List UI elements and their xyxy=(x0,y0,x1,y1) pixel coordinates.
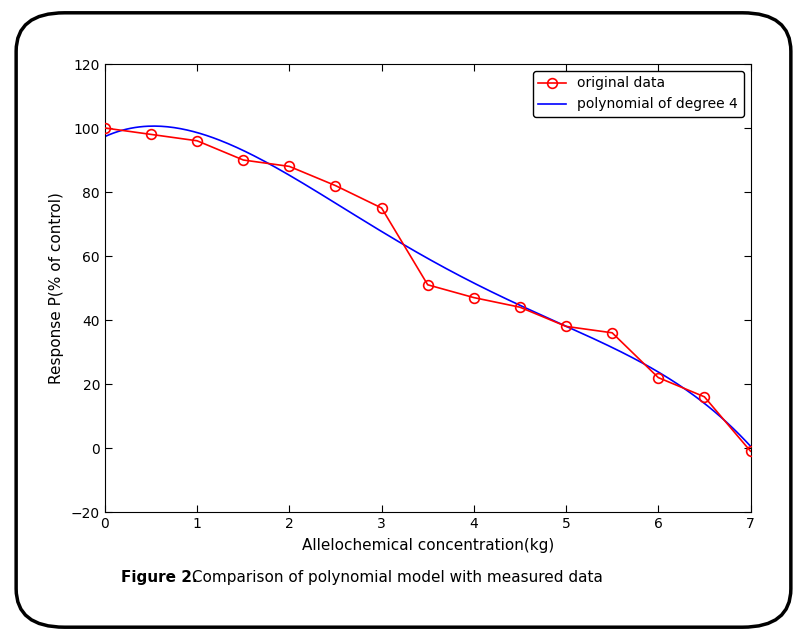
original data xyxy=(146,131,156,138)
Line: original data: original data xyxy=(100,123,755,456)
Line: polynomial of degree 4: polynomial of degree 4 xyxy=(105,126,751,446)
polynomial of degree 4 xyxy=(100,132,110,140)
polynomial of degree 4 xyxy=(102,132,112,140)
original data xyxy=(331,182,341,189)
Text: Comparison of polynomial model with measured data: Comparison of polynomial model with meas… xyxy=(187,570,603,586)
polynomial of degree 4 xyxy=(646,364,656,372)
original data xyxy=(377,204,387,212)
polynomial of degree 4 xyxy=(746,442,755,450)
original data xyxy=(285,163,295,170)
original data xyxy=(100,124,110,132)
original data xyxy=(515,303,525,311)
original data xyxy=(423,281,433,289)
Y-axis label: Response P(% of control): Response P(% of control) xyxy=(49,192,64,384)
polynomial of degree 4 xyxy=(484,287,494,294)
polynomial of degree 4 xyxy=(497,293,507,301)
original data xyxy=(238,156,248,164)
original data xyxy=(469,294,479,301)
original data xyxy=(654,374,663,381)
original data xyxy=(192,137,202,145)
polynomial of degree 4 xyxy=(487,288,496,296)
X-axis label: Allelochemical concentration(kg): Allelochemical concentration(kg) xyxy=(302,538,554,553)
original data xyxy=(608,329,617,337)
FancyBboxPatch shape xyxy=(16,13,791,627)
original data xyxy=(746,447,755,455)
Legend: original data, polynomial of degree 4: original data, polynomial of degree 4 xyxy=(533,71,743,117)
original data xyxy=(561,323,571,330)
polynomial of degree 4 xyxy=(688,390,697,398)
polynomial of degree 4 xyxy=(150,122,160,130)
Text: Figure 2.: Figure 2. xyxy=(121,570,198,586)
original data xyxy=(700,393,709,401)
